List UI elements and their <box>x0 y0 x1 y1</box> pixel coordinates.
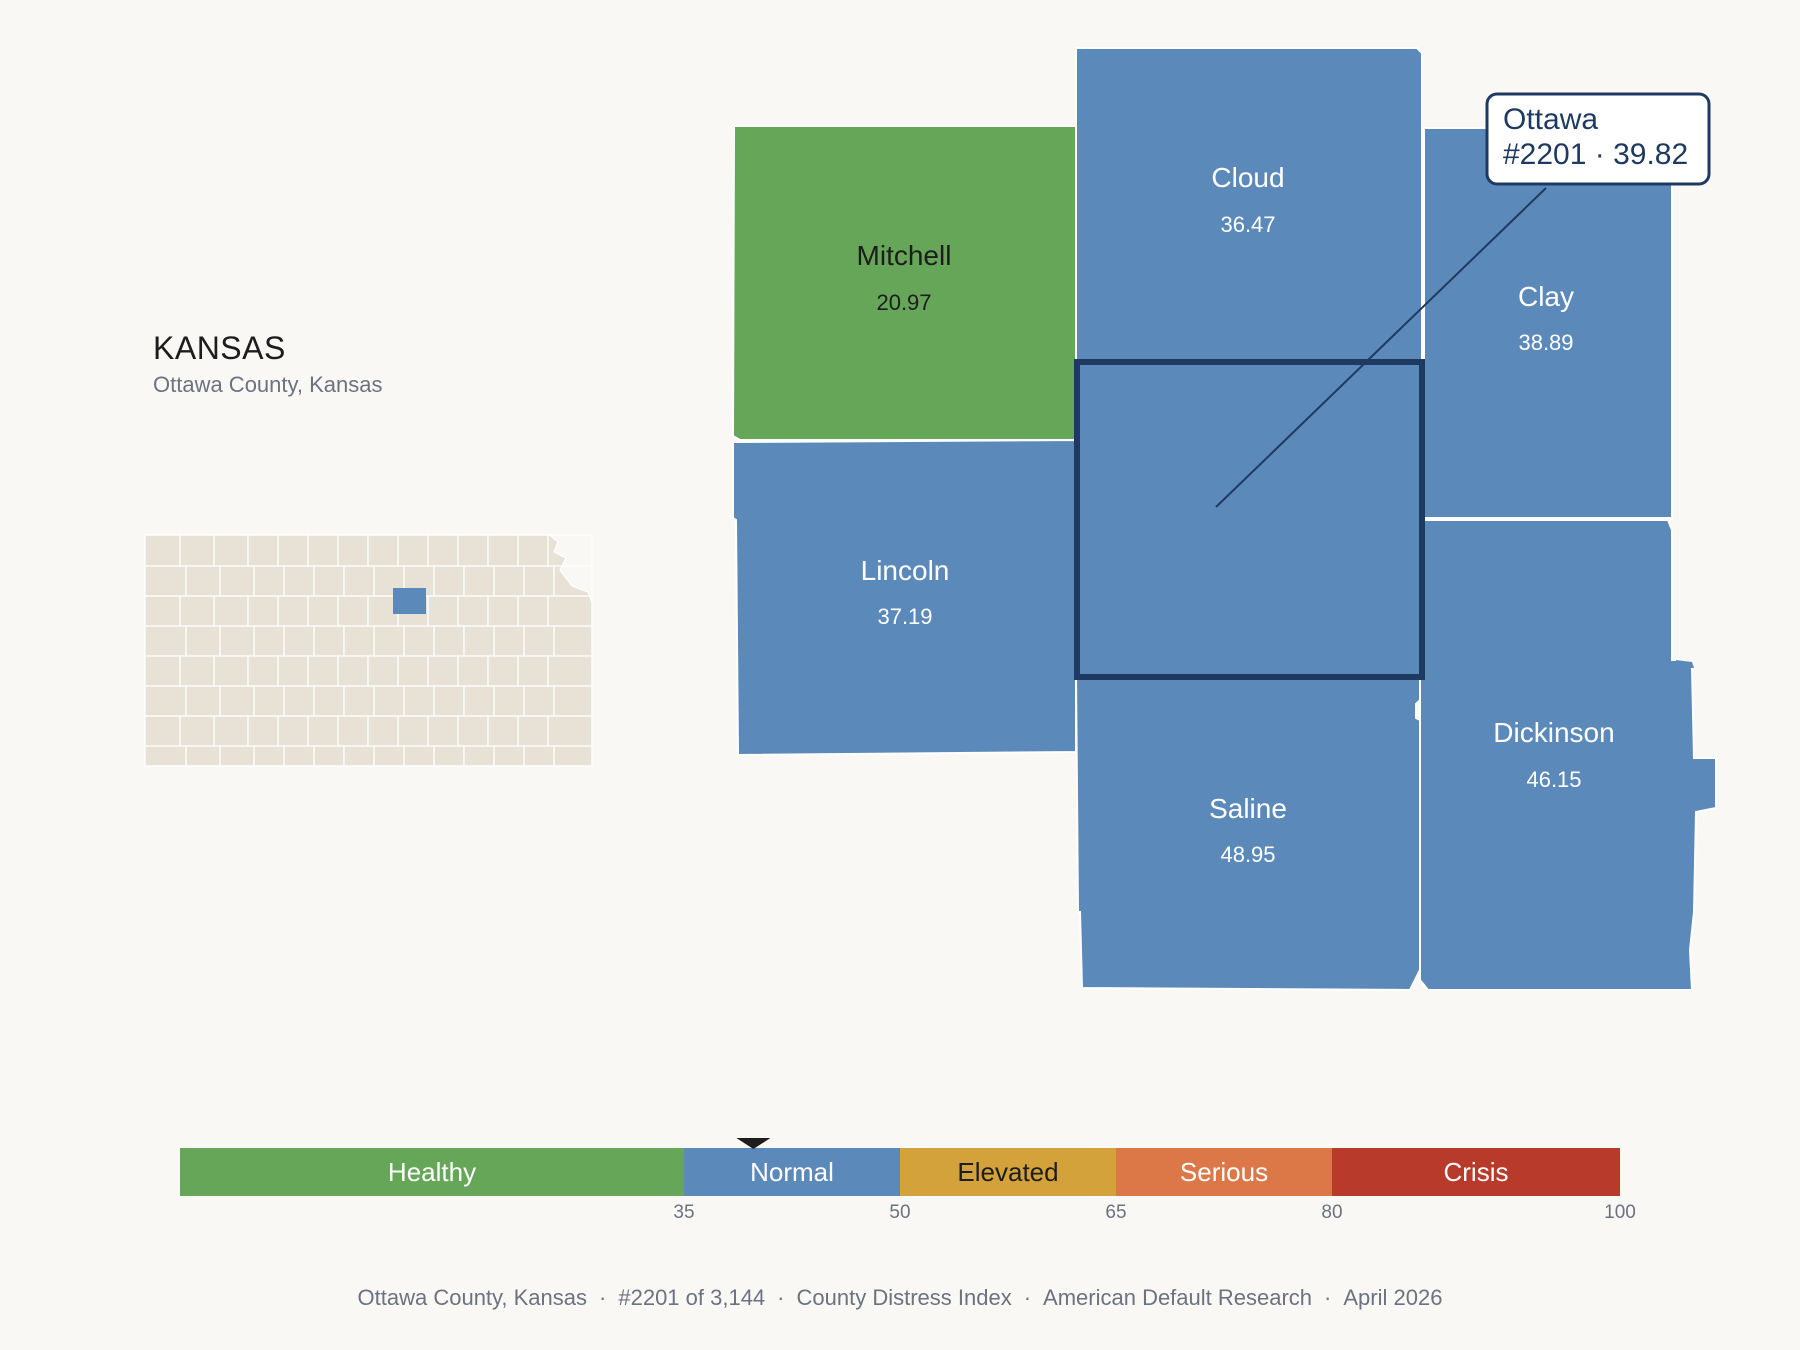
county-saline-value: 48.95 <box>1220 842 1275 867</box>
county-saline[interactable] <box>1074 673 1421 992</box>
county-map: Mitchell 20.97 Cloud 36.47 Clay 38.89 Li… <box>731 47 1717 992</box>
callout-box <box>1485 92 1711 186</box>
scale-band-label-healthy: Healthy <box>388 1157 476 1187</box>
footer-date: April 2026 <box>1343 1285 1443 1310</box>
scale-band-healthy <box>180 1148 684 1196</box>
scale-band-label-serious: Serious <box>1180 1157 1268 1187</box>
scale-band-label-elevated: Elevated <box>957 1157 1058 1187</box>
kansas-inset-map <box>144 534 593 767</box>
county-lincoln-value: 37.19 <box>877 604 932 629</box>
inset-county-grid <box>144 534 593 767</box>
county-mitchell-name: Mitchell <box>857 240 952 271</box>
scale-tick-50: 50 <box>889 1202 910 1223</box>
scale-tick-80: 80 <box>1321 1202 1342 1223</box>
county-dickinson[interactable] <box>1419 519 1717 991</box>
callout-rank-value: #2201 · 39.82 <box>1503 138 1688 171</box>
inset-county-cell <box>553 745 593 767</box>
scale-band-label-normal: Normal <box>750 1157 834 1187</box>
county-clay-name: Clay <box>1518 281 1574 312</box>
county-mitchell[interactable] <box>731 125 1077 441</box>
county-clay[interactable] <box>1423 127 1673 519</box>
ottawa-highlight-border <box>1074 359 1425 680</box>
scale-tick-65: 65 <box>1105 1202 1126 1223</box>
county-mitchell-value: 20.97 <box>876 290 931 315</box>
scale-band-normal <box>684 1148 900 1196</box>
county-cloud[interactable] <box>1075 47 1423 361</box>
county-lincoln-name: Lincoln <box>861 555 950 586</box>
county-subtitle: Ottawa County, Kansas <box>153 372 383 397</box>
state-title: KANSAS <box>153 330 286 366</box>
footer-index-name: County Distress Index <box>796 1285 1012 1310</box>
county-dickinson-value: 46.15 <box>1526 767 1581 792</box>
scale-band-serious <box>1116 1148 1332 1196</box>
scale-tick-35: 35 <box>673 1202 694 1223</box>
distress-scale: Healthy Normal Elevated Serious Crisis 35 50 6… <box>180 1138 1636 1223</box>
county-saline-name: Saline <box>1209 793 1287 824</box>
scale-band-crisis <box>1332 1148 1620 1196</box>
county-cloud-name: Cloud <box>1211 162 1284 193</box>
county-ottawa[interactable] <box>1075 361 1423 677</box>
inset-highlight-county <box>393 588 426 614</box>
map-fragment <box>1676 660 1694 668</box>
scale-marker-icon <box>736 1138 771 1149</box>
scale-tick-100: 100 <box>1604 1202 1636 1223</box>
footer-county: Ottawa County, Kansas <box>357 1285 588 1310</box>
county-lincoln[interactable] <box>732 438 1077 757</box>
county-cloud-value: 36.47 <box>1220 212 1275 237</box>
county-dickinson-name: Dickinson <box>1493 717 1614 748</box>
footer: Ottawa County, Kansas · #2201 of 3,144 · Cou… <box>357 1285 1443 1310</box>
footer-rank: #2201 of 3,144 <box>618 1285 766 1310</box>
scale-band-elevated <box>900 1148 1116 1196</box>
county-clay-value: 38.89 <box>1518 330 1573 355</box>
footer-source: American Default Research <box>1043 1285 1313 1310</box>
callout-leader-line <box>1215 187 1547 508</box>
scale-band-label-crisis: Crisis <box>1444 1157 1509 1187</box>
callout-county-name: Ottawa <box>1503 103 1598 136</box>
